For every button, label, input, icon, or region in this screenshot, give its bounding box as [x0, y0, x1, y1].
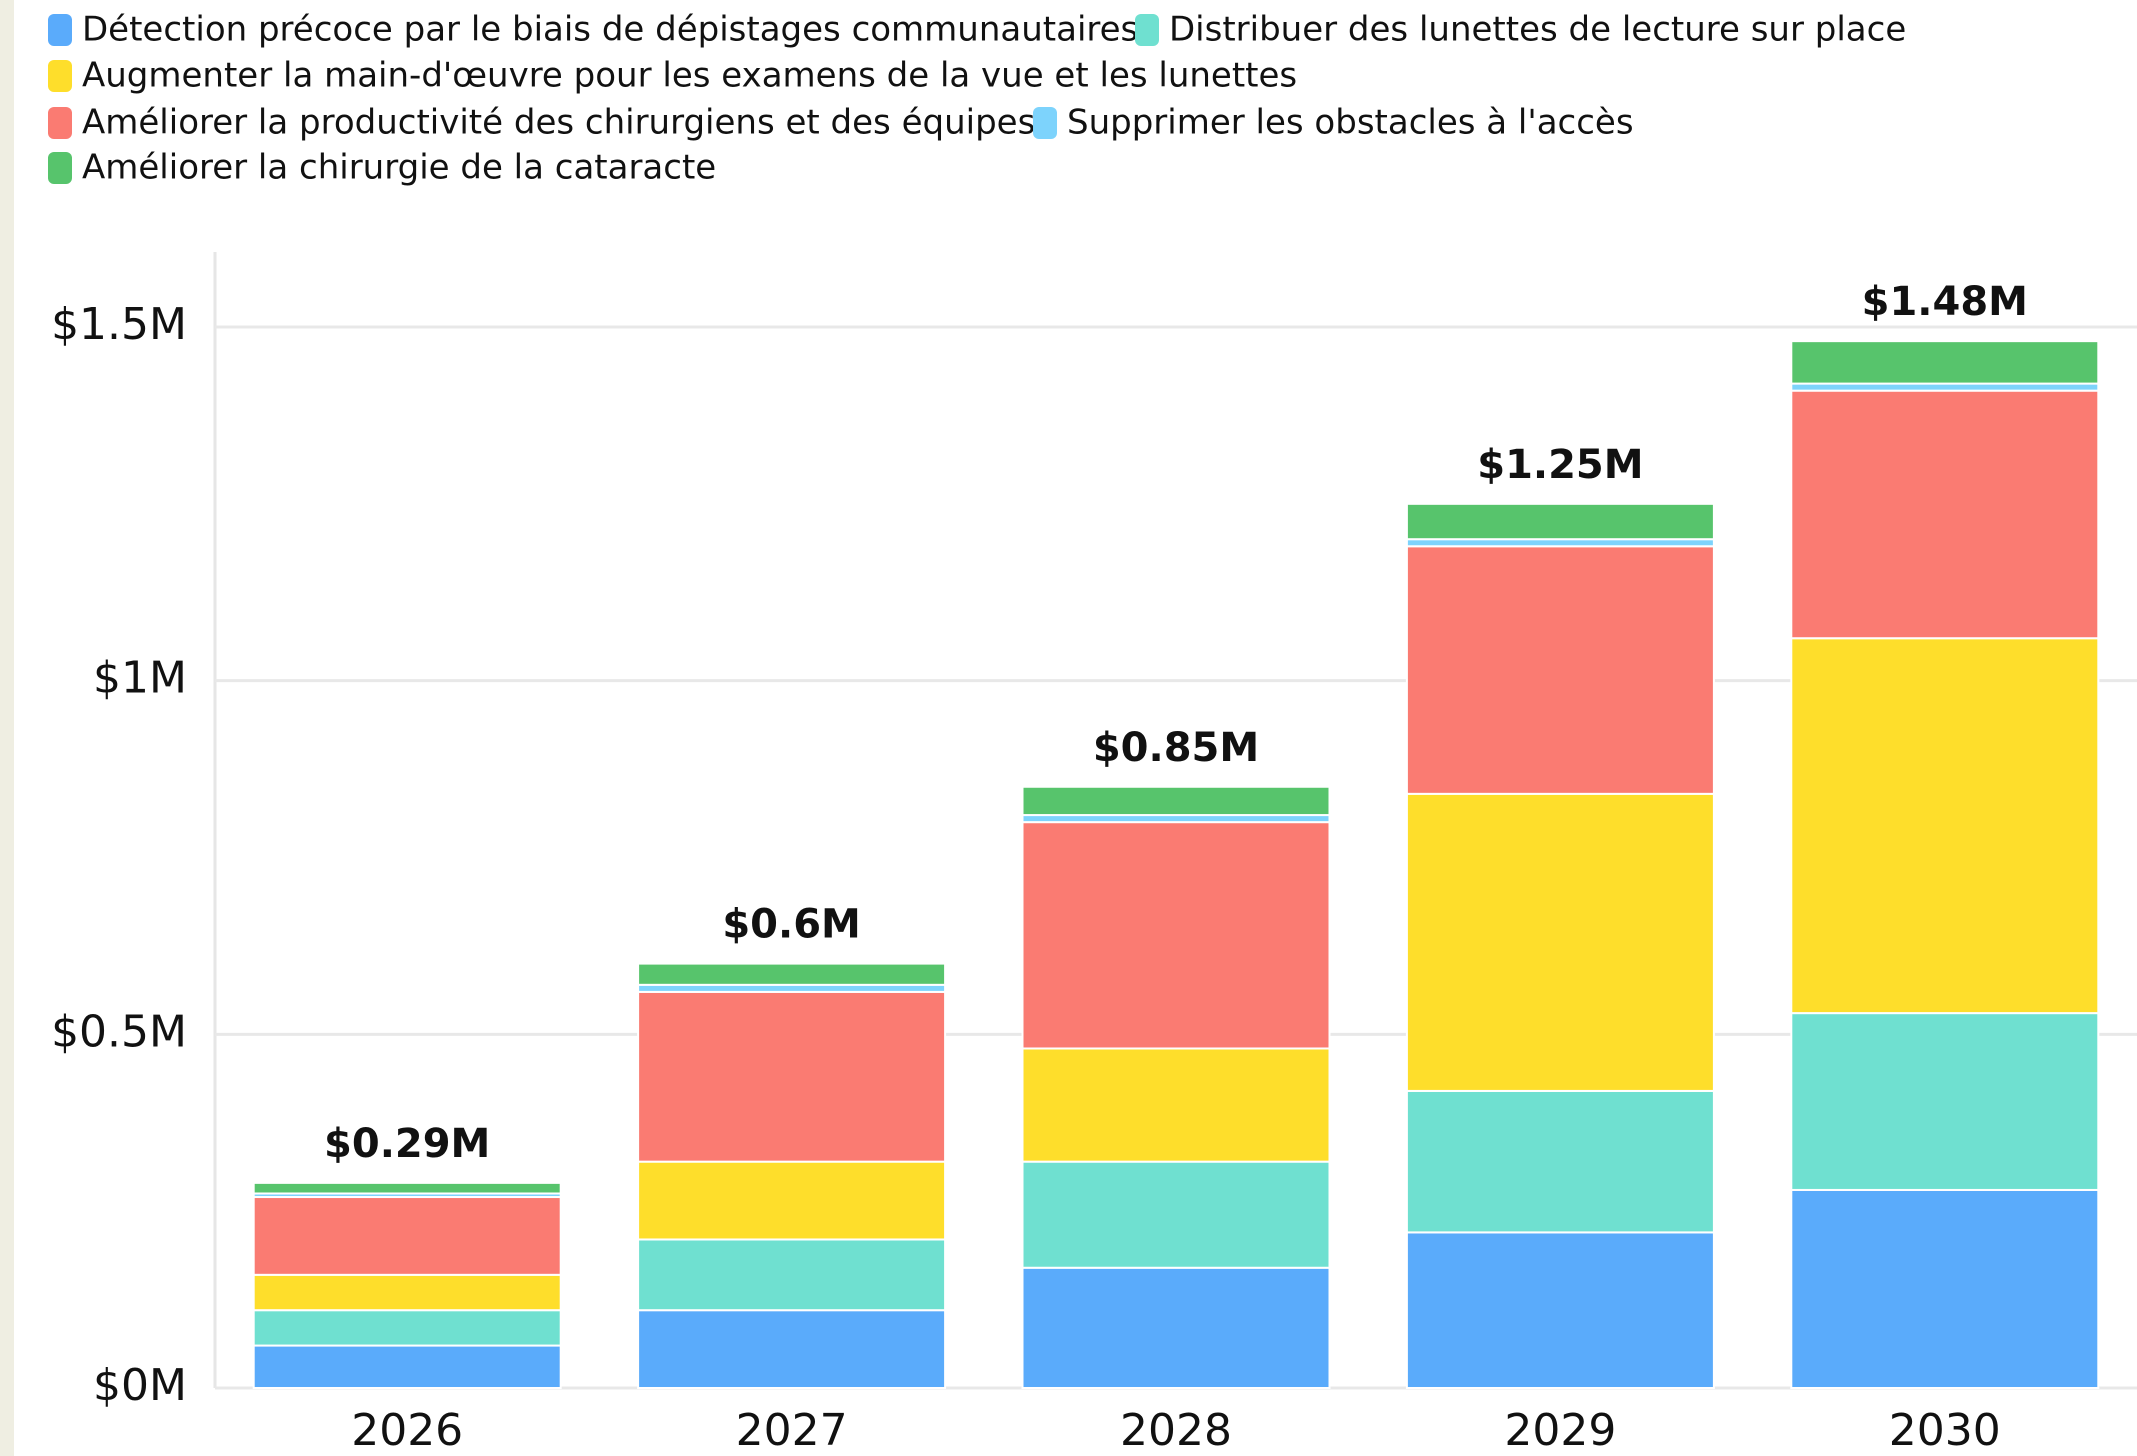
- bar-segment: [1790, 1188, 2100, 1389]
- legend-swatch: [48, 60, 72, 92]
- bar-segment: [1405, 502, 1715, 541]
- y-tick-label: $0M: [93, 1360, 187, 1411]
- bar-segment: [1790, 389, 2100, 640]
- x-tick-label: 2027: [736, 1405, 848, 1456]
- bar-segment: [252, 1273, 562, 1312]
- bar-segment: [1790, 340, 2100, 385]
- bar-segment: [637, 1160, 947, 1241]
- total-label: $0.29M: [324, 1121, 490, 1167]
- legend-text: Détection précoce par le biais de dépist…: [82, 10, 1138, 50]
- bar-segment: [637, 962, 947, 986]
- legend-swatch: [48, 152, 72, 184]
- bar-segment: [1021, 1266, 1331, 1389]
- bar-segment: [1021, 1047, 1331, 1163]
- legend-text: Améliorer la productivité des chirurgien…: [82, 103, 1035, 143]
- legend-swatch: [48, 107, 72, 139]
- bar-segment: [1021, 814, 1331, 824]
- bar-segment: [252, 1196, 562, 1276]
- bar-segment: [1790, 637, 2100, 1015]
- total-label: $0.6M: [722, 902, 861, 948]
- bar-segment: [1405, 538, 1715, 548]
- bar-segment: [1405, 792, 1715, 1092]
- total-label: $0.85M: [1093, 725, 1259, 771]
- legend-text: Supprimer les obstacles à l'accès: [1067, 103, 1634, 143]
- legend-swatch: [1033, 107, 1057, 139]
- bar-segment: [252, 1181, 562, 1195]
- bar-segment: [1405, 545, 1715, 795]
- total-label: $1.25M: [1477, 442, 1643, 488]
- x-tick-label: 2026: [351, 1405, 463, 1456]
- legend-swatch: [1135, 14, 1159, 46]
- legend-text: Augmenter la main-d'œuvre pour les exame…: [82, 56, 1297, 96]
- bar-segment: [1021, 821, 1331, 1050]
- bar-segment: [1790, 382, 2100, 392]
- bar-segment: [1405, 1231, 1715, 1390]
- total-label: $1.48M: [1862, 279, 2028, 325]
- bar-segment: [1021, 785, 1331, 817]
- legend-swatch: [48, 14, 72, 46]
- bar-segment: [637, 1238, 947, 1312]
- legend-text: Distribuer des lunettes de lecture sur p…: [1169, 10, 1906, 50]
- bar-segment: [1405, 1089, 1715, 1234]
- bar-segment: [637, 983, 947, 993]
- bar-segment: [637, 1309, 947, 1390]
- bar-segment: [252, 1344, 562, 1390]
- bar-segment: [637, 990, 947, 1163]
- x-tick-label: 2030: [1889, 1405, 2001, 1456]
- x-tick-label: 2029: [1504, 1405, 1616, 1456]
- bar-segment: [252, 1309, 562, 1347]
- side-strip: [0, 0, 14, 1456]
- y-tick-label: $1M: [93, 653, 187, 704]
- bar-segment: [1021, 1160, 1331, 1269]
- y-tick-label: $1.5M: [51, 299, 187, 350]
- bar-segment: [1790, 1012, 2100, 1191]
- y-tick-label: $0.5M: [51, 1006, 187, 1057]
- legend-text: Améliorer la chirurgie de la cataracte: [82, 148, 716, 188]
- x-tick-label: 2028: [1120, 1405, 1232, 1456]
